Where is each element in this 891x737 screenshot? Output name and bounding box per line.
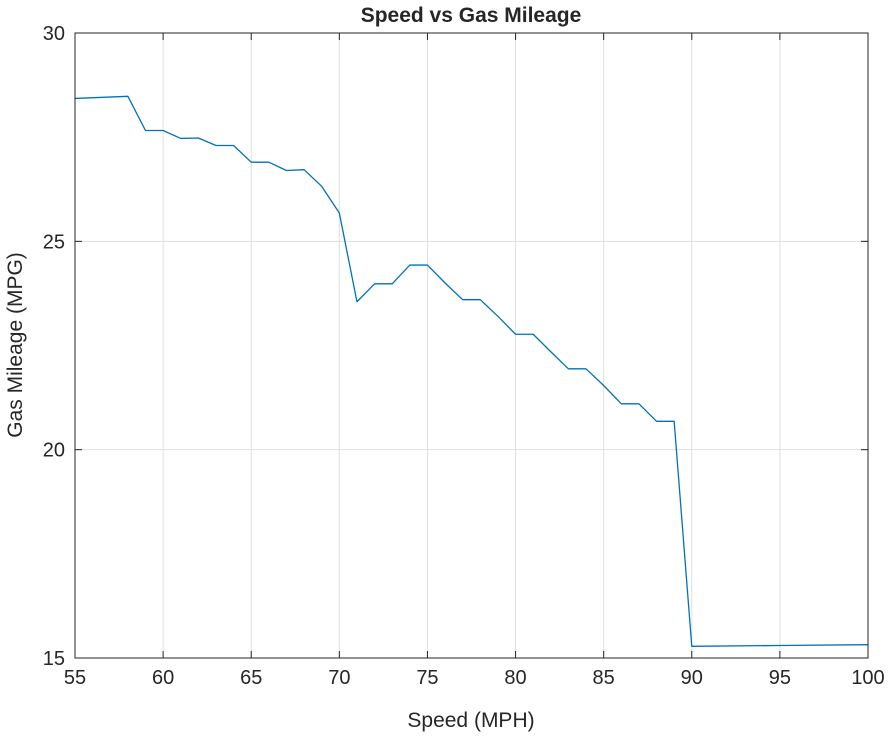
x-tick-label: 100 bbox=[851, 667, 884, 689]
plot-area bbox=[75, 33, 868, 658]
y-tick-label: 20 bbox=[43, 440, 65, 462]
x-axis-label: Speed (MPH) bbox=[407, 709, 534, 732]
x-tick-label: 90 bbox=[681, 667, 703, 689]
y-tick-label: 30 bbox=[43, 23, 65, 45]
x-tick-label: 80 bbox=[504, 667, 526, 689]
y-axis-ticks: 15 20 25 30 bbox=[43, 23, 868, 670]
x-tick-label: 75 bbox=[416, 667, 438, 689]
x-tick-label: 95 bbox=[769, 667, 791, 689]
y-tick-label: 25 bbox=[43, 231, 65, 253]
chart-title: Speed vs Gas Mileage bbox=[361, 4, 582, 27]
x-tick-label: 55 bbox=[64, 667, 86, 689]
mileage-series-line bbox=[74, 95, 869, 647]
series-layer bbox=[74, 95, 869, 647]
x-tick-label: 60 bbox=[152, 667, 174, 689]
plot-frame bbox=[74, 32, 869, 659]
y-axis-label: Gas Mileage (MPG) bbox=[4, 252, 27, 438]
x-tick-label: 85 bbox=[593, 667, 615, 689]
grid-lines bbox=[75, 33, 868, 658]
x-tick-label: 70 bbox=[328, 667, 350, 689]
x-tick-label: 65 bbox=[240, 667, 262, 689]
y-tick-label: 15 bbox=[43, 648, 65, 670]
x-axis-ticks: 55 60 65 70 75 80 85 90 95 100 bbox=[64, 33, 885, 689]
